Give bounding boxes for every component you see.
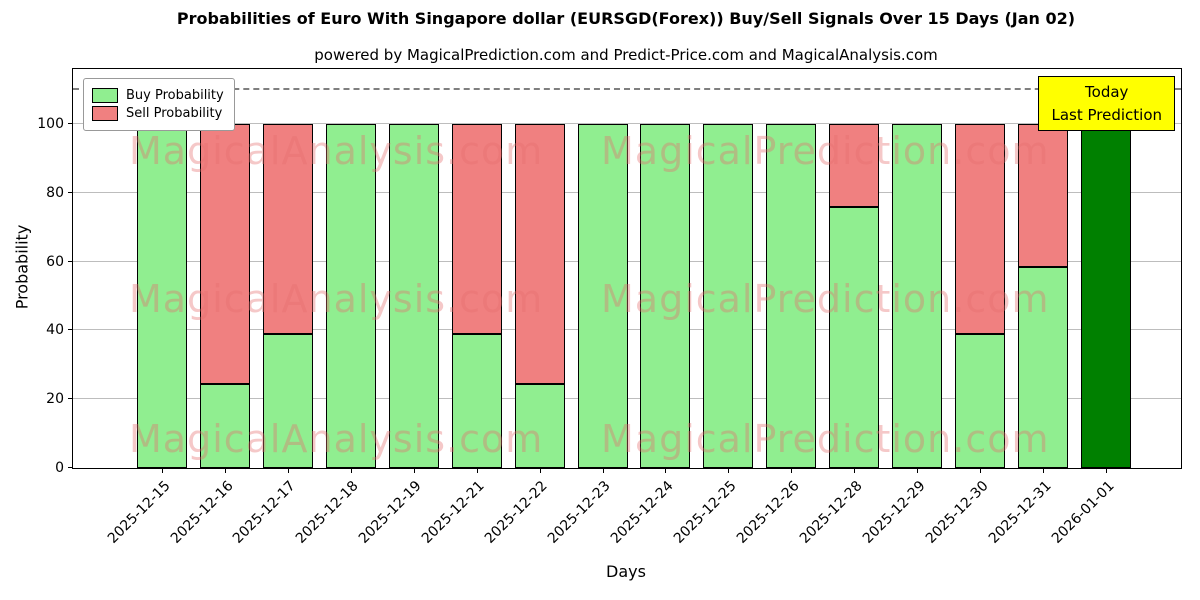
x-axis-tick [224,468,226,473]
grid-line [73,123,1181,125]
bar-sell-segment [262,124,313,334]
y-tick-label: 20 [46,391,64,408]
x-axis-tick [162,468,163,473]
bar-buy-segment [577,124,628,468]
bar-buy-segment [325,124,376,468]
bar-buy-segment [388,124,439,468]
y-tick-label: 40 [46,322,64,339]
x-tick-label: 2025-12-22 [482,478,551,547]
x-tick-label: 2025-12-25 [670,478,740,547]
plot-area: 0 20 40 60 80 100 MagicalAnalysis.com MagicalPr… [37,68,1182,547]
x-axis-tick [1105,468,1107,473]
bar-buy-segment [766,124,817,468]
bar-buy-segment [1018,266,1069,468]
x-tick-label: 2025-12-29 [859,478,929,547]
y-axis-tick [68,329,73,331]
bar-buy-segment [955,333,1006,468]
bar-buy-segment [262,333,313,468]
y-axis-tick [68,260,73,262]
x-tick-label: 2025-12-18 [293,478,363,547]
x-tick-label: 2025-12-15 [104,478,174,547]
chart-subtitle: powered by MagicalPrediction.com and Pre… [314,46,938,64]
annotation-line: Today [1085,83,1129,101]
x-tick-label: 2025-12-21 [419,478,488,547]
y-tick-label: 100 [37,116,64,133]
bar-buy-segment [703,124,754,468]
watermark-text: MagicalPrediction.com [601,417,1050,461]
x-axis-tick [476,468,478,473]
bar-buy-segment [892,124,943,468]
watermark-text: MagicalAnalysis.com [129,277,544,321]
bar-buy-segment [829,206,880,468]
watermark-text: MagicalPrediction.com [601,129,1050,173]
threshold-dashed-line [73,87,1181,90]
legend-item: Sell Probability [92,106,224,121]
x-axis-tick [791,468,793,473]
x-tick-label: 2025-12-24 [607,478,677,547]
bar-buy-segment [199,383,250,468]
bar-sell-segment [955,124,1006,334]
y-axis-tick [68,123,73,125]
y-axis-tick [68,398,73,400]
x-axis-tick [728,468,730,473]
bar-buy-segment [451,333,502,468]
y-tick-label: 60 [46,253,64,270]
legend-label: Buy Probability [126,88,224,103]
bar-sell-segment [1018,124,1069,267]
y-tick-label: 0 [55,460,64,476]
x-tick-label: 2025-12-16 [167,478,237,547]
annotation-line: Last Prediction [1051,105,1162,124]
x-tick-label: 2025-12-26 [733,478,803,547]
x-axis-tick [980,468,982,473]
x-axis-tick [602,468,604,473]
x-tick-label: 2025-12-17 [230,478,300,547]
y-axis-label: Probability [12,224,32,310]
watermark-text: MagicalAnalysis.com [129,129,544,173]
chart-title: Probabilities of Euro With Singapore dol… [176,9,1076,28]
x-axis-tick [287,468,289,473]
x-axis-tick [539,468,541,473]
bar-sell-segment [199,124,250,384]
x-tick-label: 2025-12-28 [796,478,866,547]
bar-sell-segment [829,124,880,207]
x-tick-label: 2025-12-23 [544,478,614,547]
today-annotation: Today Last Prediction [1038,76,1175,131]
legend-color-swatch [92,88,118,103]
bar-buy-segment [137,124,187,468]
x-tick-label: 2025-12-19 [356,478,426,547]
x-axis-label: Days [606,562,646,581]
x-axis-tick [413,468,415,473]
watermark-text: MagicalPrediction.com [601,277,1050,321]
x-tick-label: 2025-12-30 [922,478,992,547]
legend-label: Sell Probability [126,106,223,121]
x-axis-tick [917,468,919,473]
legend-item: Buy Probability [92,88,224,103]
x-axis-tick [1043,468,1045,473]
watermark-text: MagicalAnalysis.com [129,417,544,461]
legend: Buy Probability Sell Probability [83,78,235,131]
bar-sell-segment [451,124,502,334]
y-axis-tick [68,191,73,193]
y-tick-label: 80 [46,184,64,201]
x-axis-tick [350,468,352,473]
bar-sell-segment [514,124,565,384]
bar-buy-segment [640,124,691,468]
bar-buy-segment [1080,124,1131,468]
legend-color-swatch [92,106,118,121]
y-axis-tick [68,467,73,468]
x-axis-tick [665,468,667,473]
x-tick-label: 2025-12-31 [985,478,1055,547]
x-tick-label: 2026-01-01 [1048,478,1118,547]
bar-buy-segment [514,383,565,468]
x-axis-tick [854,468,856,473]
